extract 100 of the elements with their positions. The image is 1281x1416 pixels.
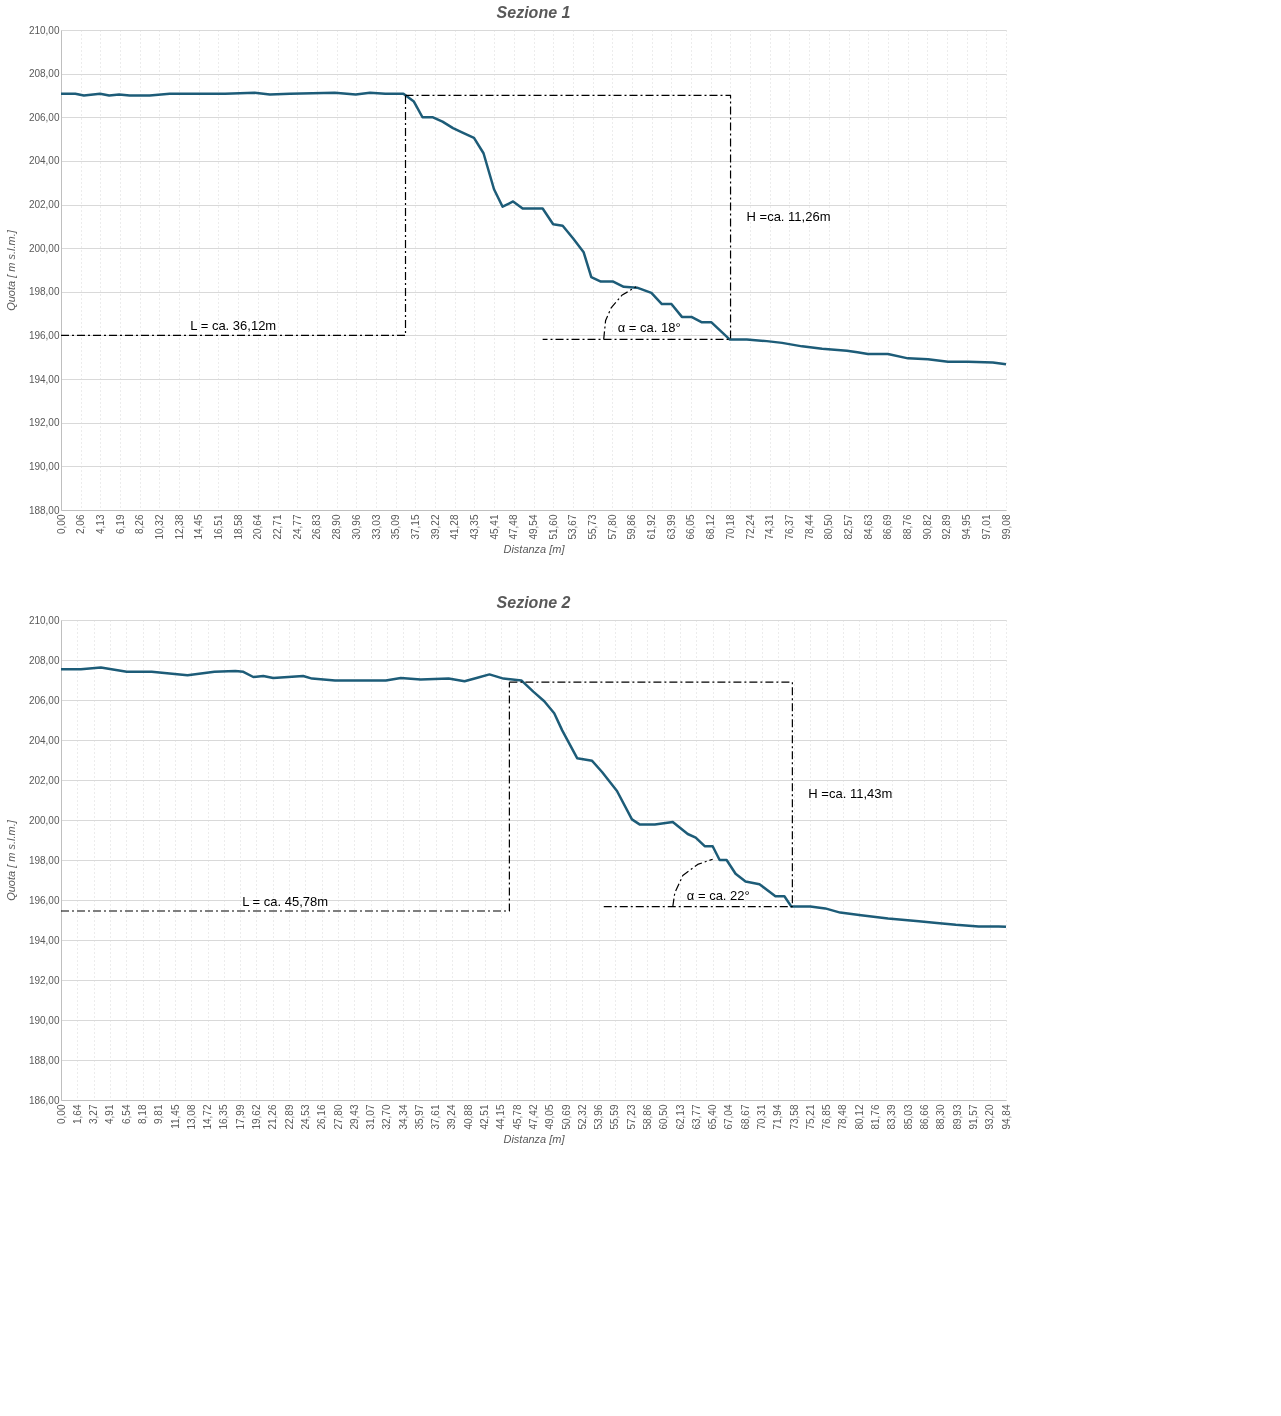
y-tick-label: 192,00 [28, 417, 60, 429]
x-tick-label: 80,50 [823, 514, 835, 540]
annotation: H =ca. 11,26m [746, 209, 831, 225]
x-tick-label: 55,73 [587, 514, 599, 540]
y-tick-label: 204,00 [28, 734, 60, 746]
y-tick-label: 200,00 [28, 814, 60, 826]
y-tick-label: 190,00 [28, 460, 60, 472]
y-tick-label: 200,00 [28, 242, 60, 254]
x-tick-label: 61,92 [646, 514, 658, 540]
x-tick-label: 18,58 [232, 514, 244, 540]
x-tick-label: 11,45 [169, 1104, 181, 1129]
y-tick-label: 198,00 [28, 854, 60, 866]
x-tick-label: 89,93 [951, 1104, 963, 1130]
x-tick-label: 66,05 [685, 514, 697, 540]
x-tick-label: 82,57 [843, 514, 855, 540]
x-tick-label: 53,96 [593, 1104, 605, 1130]
y-tick-label: 210,00 [28, 24, 60, 36]
x-tick-label: 8,18 [137, 1104, 149, 1124]
x-tick-label: 0,00 [55, 514, 67, 534]
x-tick-label: 94,95 [961, 514, 973, 540]
x-tick-label: 45,41 [488, 514, 500, 540]
x-tick-label: 50,69 [560, 1104, 572, 1130]
x-tick-label: 92,89 [941, 514, 953, 540]
y-tick-label: 190,00 [28, 1014, 60, 1026]
y-tick-label: 196,00 [28, 894, 60, 906]
x-tick-label: 94,84 [1000, 1104, 1012, 1130]
annotation: L = ca. 36,12m [190, 318, 277, 334]
x-tick-label: 16,35 [218, 1104, 230, 1130]
annotation: H =ca. 11,43m [808, 786, 893, 802]
x-tick-label: 22,71 [272, 514, 284, 540]
y-axis-title: Quota [ m s.l.m.] [4, 229, 17, 311]
y-tick-label: 188,00 [28, 1054, 60, 1066]
x-tick-label: 80,12 [853, 1104, 865, 1130]
x-tick-label: 49,05 [544, 1104, 556, 1130]
x-tick-label: 17,99 [234, 1104, 246, 1130]
x-tick-label: 85,03 [902, 1104, 914, 1130]
x-tick-label: 75,21 [804, 1104, 816, 1130]
x-tick-label: 30,96 [350, 514, 362, 540]
x-tick-label: 4,13 [94, 514, 106, 534]
y-tick-label: 202,00 [28, 199, 60, 211]
x-tick-label: 40,88 [462, 1104, 474, 1130]
x-tick-label: 22,89 [283, 1104, 295, 1130]
x-tick-label: 99,08 [1000, 514, 1012, 540]
x-tick-label: 26,83 [311, 514, 323, 540]
y-tick-label: 198,00 [28, 286, 60, 298]
annotation: L = ca. 45,78m [242, 894, 329, 909]
x-tick-label: 67,04 [723, 1104, 735, 1130]
x-tick-label: 72,24 [744, 514, 756, 540]
x-tick-label: 44,15 [495, 1104, 507, 1130]
x-tick-label: 34,34 [397, 1104, 409, 1130]
x-tick-label: 37,61 [430, 1104, 442, 1130]
y-axis-title: Quota [ m s.l.m.] [4, 819, 17, 901]
x-tick-label: 88,76 [902, 514, 914, 540]
y-tick-label: 194,00 [28, 373, 60, 385]
x-tick-label: 63,77 [690, 1104, 702, 1130]
x-tick-label: 60,50 [658, 1104, 670, 1130]
x-tick-label: 2,06 [75, 514, 87, 534]
x-tick-label: 91,57 [967, 1104, 979, 1130]
x-tick-label: 83,39 [886, 1104, 898, 1130]
x-tick-label: 76,37 [783, 514, 795, 540]
x-tick-label: 70,31 [756, 1104, 768, 1130]
x-tick-label: 65,40 [707, 1104, 719, 1130]
x-tick-label: 24,77 [291, 514, 303, 540]
x-tick-label: 9,81 [153, 1104, 165, 1124]
y-tick-label: 194,00 [28, 934, 60, 946]
x-tick-label: 81,76 [870, 1104, 882, 1130]
x-axis-title: Distanza [m] [503, 542, 566, 555]
x-tick-label: 63,99 [665, 514, 677, 540]
annotation: α = ca. 18° [617, 320, 681, 336]
x-tick-label: 35,09 [390, 514, 402, 540]
y-tick-label: 206,00 [28, 111, 60, 123]
x-tick-label: 37,15 [409, 514, 421, 540]
x-tick-label: 97,01 [980, 514, 992, 540]
x-tick-label: 55,59 [609, 1104, 621, 1130]
x-tick-label: 26,16 [316, 1104, 328, 1130]
x-tick-label: 73,58 [788, 1104, 800, 1130]
x-tick-label: 68,12 [705, 514, 717, 540]
x-tick-label: 88,30 [935, 1104, 947, 1130]
x-tick-label: 20,64 [252, 514, 264, 540]
x-tick-label: 6,19 [114, 514, 126, 534]
x-tick-label: 6,54 [120, 1104, 132, 1124]
x-tick-label: 10,32 [153, 514, 165, 540]
x-tick-label: 31,07 [365, 1104, 377, 1130]
x-tick-label: 43,35 [468, 514, 480, 540]
y-tick-label: 202,00 [28, 774, 60, 786]
x-tick-label: 84,63 [862, 514, 874, 540]
x-tick-label: 86,69 [882, 514, 894, 540]
x-tick-label: 70,18 [724, 514, 736, 540]
x-tick-label: 57,80 [606, 514, 618, 540]
x-tick-label: 41,28 [449, 514, 461, 540]
x-tick-label: 52,32 [576, 1104, 588, 1130]
chart-title: Sezione 2 [496, 594, 571, 611]
x-tick-label: 78,44 [803, 514, 815, 540]
x-tick-label: 51,60 [547, 514, 559, 540]
x-tick-label: 12,38 [173, 514, 185, 540]
annotation: α = ca. 22° [686, 887, 750, 903]
x-tick-label: 8,26 [134, 514, 146, 534]
x-tick-label: 47,48 [508, 514, 520, 540]
x-tick-label: 1,64 [71, 1104, 83, 1124]
x-tick-label: 39,24 [446, 1104, 458, 1130]
